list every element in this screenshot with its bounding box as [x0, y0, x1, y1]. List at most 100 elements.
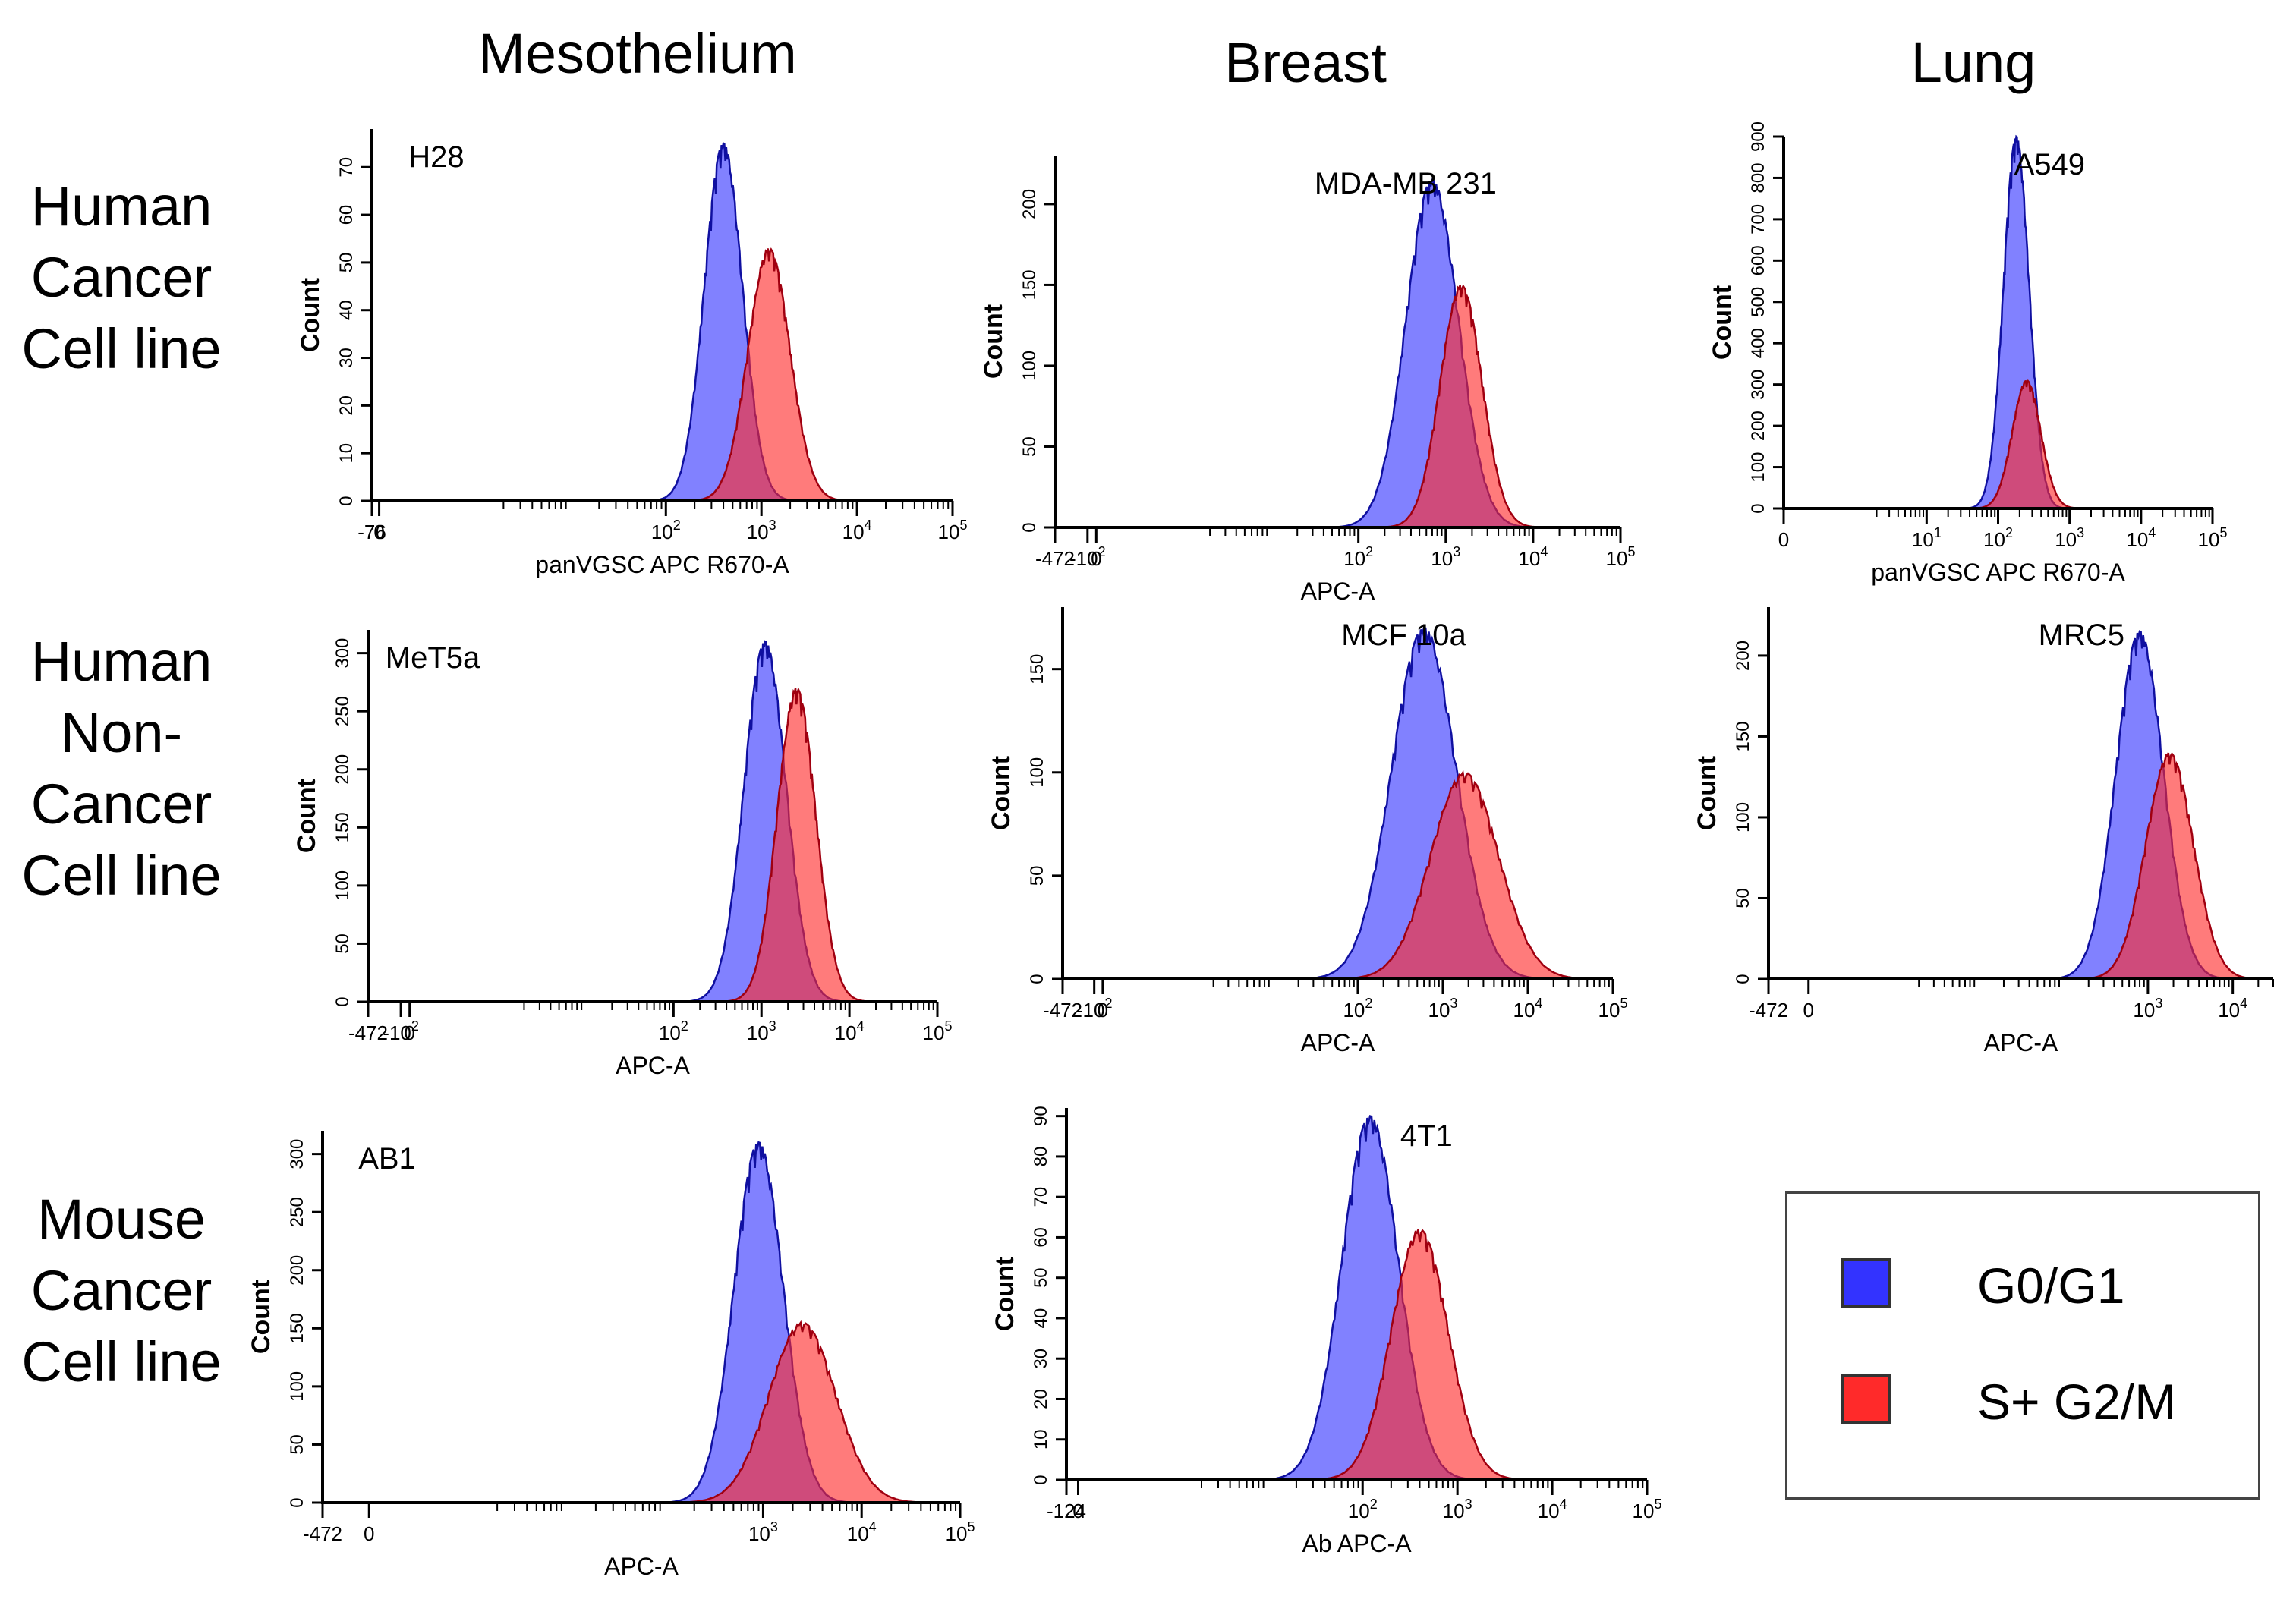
- sample-title: H28: [408, 140, 464, 174]
- histogram-svg: 0 50 100 150 200 -472 0 103 104 MRC5 APC-A Count: [1693, 607, 2274, 1056]
- y-tick-label: 90: [1031, 1106, 1051, 1126]
- y-tick-label: 300: [1748, 370, 1768, 400]
- y-tick-label: 0: [1027, 974, 1047, 984]
- histogram-panel-h28: 0 10 20 30 40 50 60 70 -76 0 102 103 104 105 H28 panVGS…: [285, 114, 968, 584]
- x-tick-label: 102: [1983, 525, 2013, 551]
- y-tick-label: 100: [1748, 452, 1768, 483]
- x-tick-label: 0: [1072, 1500, 1083, 1522]
- histogram-series-s-g2-m: [1376, 284, 1546, 529]
- x-axis-label: APC-A: [1984, 1029, 2058, 1056]
- row-header-line: Cell line: [21, 1330, 222, 1393]
- x-tick-label: 104: [1518, 544, 1548, 570]
- y-tick-label: 400: [1748, 328, 1768, 358]
- x-tick-label: 104: [842, 518, 872, 543]
- sample-title: AB1: [358, 1142, 416, 1176]
- legend-label-s-g2-m: S+ G2/M: [1977, 1374, 2177, 1430]
- y-tick-label: 800: [1748, 162, 1768, 193]
- x-tick-label: 0: [1803, 999, 1814, 1021]
- y-tick-label: 500: [1748, 287, 1768, 317]
- y-tick-label: 150: [332, 812, 353, 842]
- row-header-line: Cancer: [30, 1259, 213, 1322]
- x-axis-label: APC-A: [616, 1052, 690, 1079]
- x-tick-label: -472: [303, 1522, 342, 1545]
- y-tick-label: 200: [287, 1255, 307, 1286]
- sample-title: MCF 10a: [1341, 619, 1466, 652]
- y-axis-label: Count: [979, 304, 1008, 379]
- y-tick-label: 40: [1031, 1308, 1051, 1329]
- x-axis-label: APC-A: [604, 1553, 679, 1580]
- histogram-panel-a549: 0 100 200 300 400 500 600 700 800 900 0 101 102 103 10…: [1696, 121, 2228, 592]
- y-tick-label: 60: [336, 205, 357, 225]
- histogram-series-s-g2-m: [718, 687, 875, 1003]
- x-tick-label: 0: [404, 1021, 414, 1044]
- row-header-human-non-cancer: Human Non- Cancer Cell line: [0, 626, 243, 911]
- column-header-lung: Lung: [1910, 31, 2036, 94]
- sample-title: MeT5a: [386, 641, 480, 675]
- histogram-panel-mda-mb-231: 0 50 100 150 200 -472 -102 0 102 103 104 105 MDA-MB …: [968, 140, 1636, 611]
- y-tick-label: 600: [1748, 245, 1768, 275]
- y-tick-label: 0: [332, 996, 353, 1006]
- histogram-series-s-g2-m: [1328, 770, 1602, 980]
- x-tick-label: 102: [1343, 996, 1372, 1021]
- y-tick-label: 50: [1733, 888, 1753, 908]
- y-tick-label: 10: [336, 443, 357, 464]
- row-header-line: Mouse: [36, 1188, 206, 1251]
- x-tick-label: -472: [1043, 999, 1082, 1021]
- y-tick-label: 250: [332, 696, 353, 726]
- histogram-series-s-g2-m: [667, 1320, 937, 1504]
- x-tick-label: 103: [748, 1519, 778, 1545]
- y-tick-label: 10: [1031, 1429, 1051, 1449]
- histogram-panel-mrc5: 0 50 100 150 200 -472 0 103 104 MRC5 APC-A Count: [1681, 592, 2288, 1062]
- y-tick-label: 30: [1031, 1349, 1051, 1369]
- row-header-human-cancer: Human Cancer Cell line: [0, 171, 243, 385]
- histogram-panel-4t1: 0 10 20 30 40 50 60 70 80 90 -124 0 102 103 104 105 4T1 A…: [979, 1093, 1662, 1563]
- x-tick-label: 102: [651, 518, 681, 543]
- row-header-line: Human: [30, 630, 213, 693]
- x-tick-label: 103: [747, 1018, 776, 1044]
- y-tick-label: 150: [287, 1313, 307, 1343]
- x-tick-label: 103: [1443, 1497, 1472, 1522]
- row-header-line: Cell line: [21, 317, 222, 380]
- y-tick-label: 0: [287, 1497, 307, 1507]
- histogram-series-s-g2-m: [1968, 379, 2085, 510]
- x-axis-label: panVGSC APC R670-A: [535, 551, 789, 578]
- histogram-series-s-g2-m: [1305, 1229, 1535, 1481]
- y-tick-label: 80: [1031, 1147, 1051, 1167]
- x-tick-label: 103: [2055, 525, 2084, 551]
- sample-title: MRC5: [2039, 619, 2124, 652]
- x-tick-label: 103: [2133, 996, 2162, 1021]
- y-tick-label: 20: [336, 395, 357, 416]
- y-tick-label: 70: [336, 157, 357, 178]
- y-tick-label: 300: [332, 638, 353, 669]
- sample-title: A549: [2014, 148, 2085, 181]
- legend-swatch-s-g2-m: [1841, 1374, 1891, 1424]
- histogram-panel-ab1: 0 50 100 150 200 250 300 -472 0 103 104 105 AB1 APC-A…: [235, 1116, 975, 1586]
- y-tick-label: 70: [1031, 1187, 1051, 1207]
- row-header-line: Human: [30, 175, 213, 238]
- x-tick-label: 102: [659, 1018, 688, 1044]
- row-header-mouse-cancer: Mouse Cancer Cell line: [0, 1184, 243, 1398]
- histogram-series-s-g2-m: [684, 247, 855, 502]
- x-tick-label: 101: [1912, 525, 1942, 551]
- x-axis-label: Ab APC-A: [1302, 1530, 1412, 1557]
- y-tick-label: 100: [1019, 351, 1040, 381]
- row-header-line: Non-: [60, 701, 183, 764]
- y-tick-label: 50: [1019, 436, 1040, 457]
- histogram-series-s-g2-m: [2073, 752, 2266, 980]
- x-tick-label: 104: [1538, 1497, 1567, 1522]
- y-tick-label: 250: [287, 1197, 307, 1227]
- x-tick-label: 104: [835, 1018, 865, 1044]
- x-tick-label: 103: [1428, 996, 1457, 1021]
- y-tick-label: 200: [1748, 411, 1768, 441]
- x-tick-label: -102: [383, 1018, 419, 1044]
- x-tick-label: 0: [373, 521, 384, 543]
- y-tick-label: 0: [1019, 522, 1040, 532]
- x-tick-label: 0: [364, 1522, 374, 1545]
- x-tick-label: 105: [923, 1018, 953, 1044]
- x-tick-label: 105: [1598, 996, 1628, 1021]
- legend-swatch-g0-g1: [1841, 1258, 1891, 1308]
- y-tick-label: 100: [1027, 757, 1047, 788]
